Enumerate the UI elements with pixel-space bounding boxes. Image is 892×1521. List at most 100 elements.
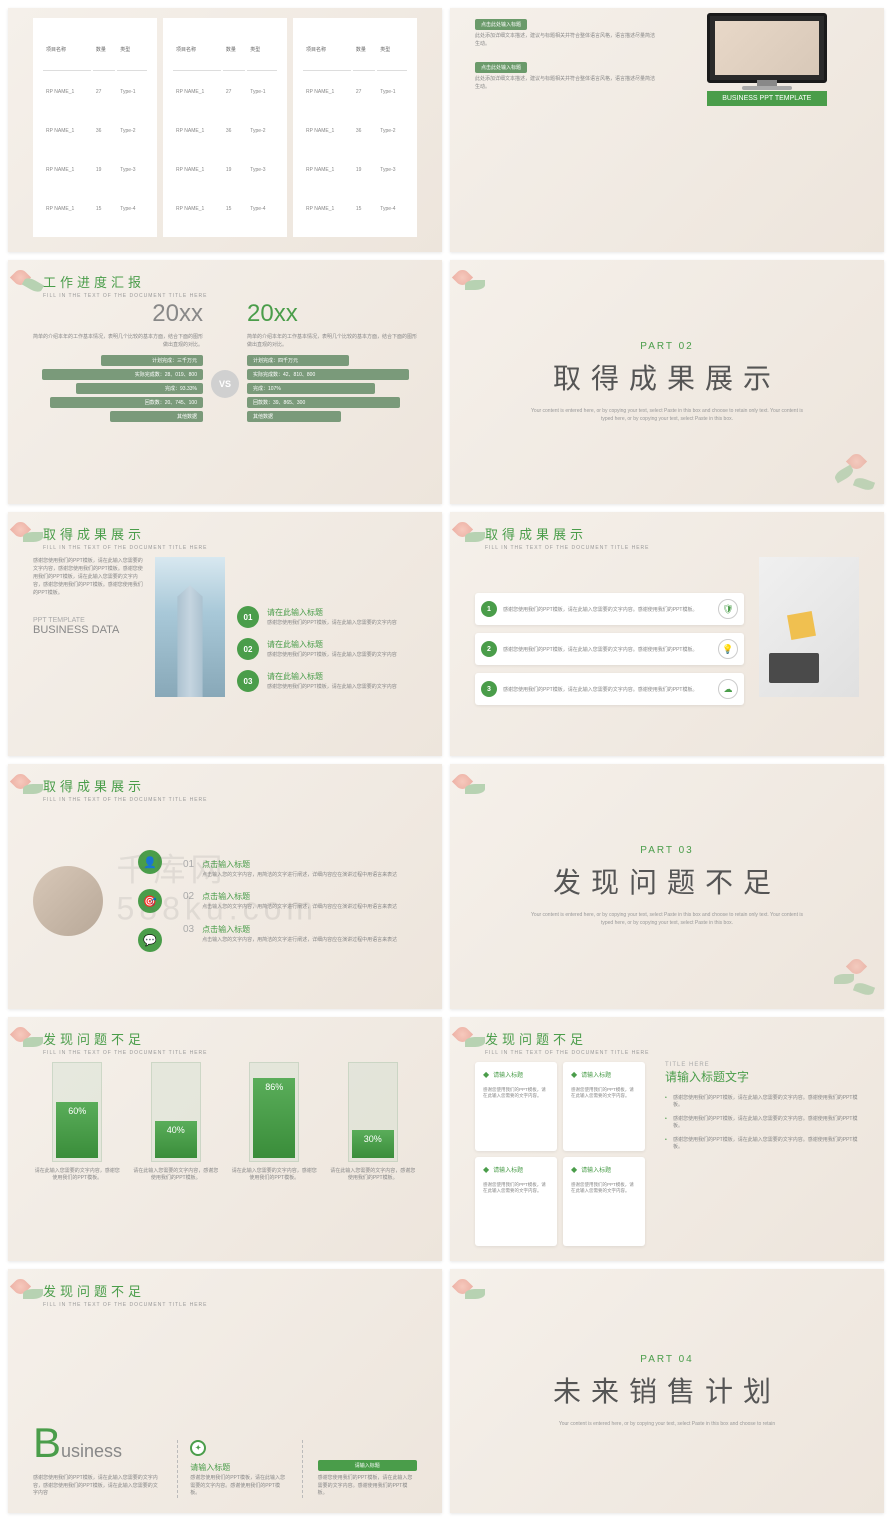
desc-l: 简单的介绍本年的工作基本情况，表明几个比较的基本方面，结合下面的图形做出直观的对…: [33, 334, 203, 349]
col2-icon: ✦: [190, 1440, 206, 1456]
stat-bar: 其他数据: [247, 411, 341, 422]
card-icon: ◆: [571, 1070, 577, 1079]
grid-card: ◆请输入标题感谢您使用我们的PPT模板，请在此输入您需要的文字内容。: [563, 1157, 645, 1246]
item-title: 请在此输入标题: [267, 671, 397, 682]
card-icon: 🛡: [718, 599, 738, 619]
bar-fill: 86%: [253, 1078, 295, 1157]
slide-barchart: 发现问题不足 FILL IN THE TEXT OF THE DOCUMENT …: [8, 1017, 442, 1261]
desc-r: 简单的介绍本年的工作基本情况，表明几个比较的基本方面，结合下面的图形做出直观的对…: [247, 334, 417, 349]
card-desc: 感谢您使用我们的PPT模板，请在此输入您需要的文字内容。感谢使用我们的PPT模板…: [503, 607, 712, 615]
col3-pill: 请输入标题: [318, 1460, 417, 1471]
feature-icon: 🎯: [138, 889, 162, 913]
bar-label: 请在此输入您需要的文字内容，感谢您使用我们的PPT模板。: [33, 1168, 122, 1182]
item-desc: 点击输入您的文字内容，用简洁的文字进行阐述，详细内容应在演讲过程中用语言来表达: [202, 872, 397, 880]
stat-bar: 完成：107%: [247, 383, 375, 394]
card-desc: 感谢您使用我们的PPT模板，请在此输入您需要的文字内容。感谢使用我们的PPT模板…: [503, 647, 712, 655]
slide-building: 取得成果展示 FILL IN THE TEXT OF THE DOCUMENT …: [8, 512, 442, 756]
slide-title: 取得成果展示: [43, 524, 208, 543]
grid-card: ◆请输入标题感谢您使用我们的PPT模板，请在此输入您需要的文字内容。: [475, 1062, 557, 1151]
slide-title: 工作进度汇报: [43, 272, 208, 291]
slide-monitor: 点击此处输入标题 此处添加详细文本描述，建议与标题相关并符合整体语言风格，语言描…: [450, 8, 884, 252]
num-badge: 03: [237, 670, 259, 692]
item-title: 请在此输入标题: [267, 639, 397, 650]
slide-title: 发现问题不足: [485, 1029, 650, 1048]
year-left: 20xx: [33, 300, 203, 328]
feature-icon: 👤: [138, 850, 162, 874]
item-desc: 感谢您使用我们的PPT模板，请在此输入您需要的文字内容: [267, 652, 397, 660]
bullet-item: •感谢您使用我们的PPT模板，请在此输入您需要的文字内容。感谢使用我们的PPT模…: [665, 1116, 859, 1131]
card-title: 请输入标题: [581, 1165, 611, 1174]
slide-icons: 取得成果展示 FILL IN THE TEXT OF THE DOCUMENT …: [8, 764, 442, 1008]
slide-title: 取得成果展示: [485, 524, 650, 543]
bar-frame: 86%: [249, 1062, 299, 1162]
bar-label: 请在此输入您需要的文字内容，感谢您使用我们的PPT模板。: [329, 1168, 418, 1182]
feature-icon: 💬: [138, 928, 162, 952]
item-title: 点击输入标题: [202, 859, 397, 870]
circle-photo: [33, 866, 103, 936]
part-desc: Your content is entered here, or by copy…: [527, 911, 807, 927]
bar-fill: 60%: [56, 1102, 98, 1157]
stat-bar: 实际完成数：42、810、800: [247, 369, 409, 380]
info-card: 2感谢您使用我们的PPT模板，请在此输入您需要的文字内容。感谢使用我们的PPT模…: [475, 633, 744, 665]
card-title: 请输入标题: [493, 1165, 523, 1174]
card-desc: 感谢您使用我们的PPT模板，请在此输入您需要的文字内容。: [483, 1182, 549, 1196]
mini-table: 项目名称数量类型RP NAME_127Type-1RP NAME_136Type…: [293, 18, 417, 237]
part-title: 发现问题不足: [553, 861, 781, 901]
left-desc: 感谢您使用我们的PPT模板，请在此输入您需要的文字内容，感谢您使用我们的PPT模…: [33, 557, 143, 597]
bar-column: 60% 请在此输入您需要的文字内容，感谢您使用我们的PPT模板。: [33, 1062, 122, 1182]
part-title: 取得成果展示: [553, 357, 781, 397]
desc-2: 此处添加详细文本描述，建议与标题相关并符合整体语言风格，语言描述尽量简洁生动。: [475, 76, 660, 91]
card-title: 请输入标题: [493, 1070, 523, 1079]
stat-bar: 回款数：39、865、300: [247, 397, 400, 408]
item-desc: 感谢您使用我们的PPT模板，请在此输入您需要的文字内容: [267, 684, 397, 692]
card-desc: 感谢您使用我们的PPT模板，请在此输入您需要的文字内容。感谢使用我们的PPT模板…: [503, 687, 712, 695]
part-desc: Your content is entered here, or by copy…: [527, 407, 807, 423]
slide-grid4: 发现问题不足 FILL IN THE TEXT OF THE DOCUMENT …: [450, 1017, 884, 1261]
stat-bar: 计划完成：三千万元: [101, 355, 203, 366]
big-b: B: [33, 1419, 61, 1467]
desk-photo: [759, 557, 859, 697]
vs-badge: VS: [211, 370, 239, 398]
item-title: 点击输入标题: [202, 891, 397, 902]
stat-bar: 计划完成：四千万元: [247, 355, 349, 366]
num-badge: 1: [481, 601, 497, 617]
big-rest: usiness: [61, 1441, 122, 1462]
slide-title: 取得成果展示: [43, 776, 208, 795]
section-part02: PART 02 取得成果展示 Your content is entered h…: [450, 260, 884, 504]
card-icon: ◆: [483, 1165, 489, 1174]
card-desc: 感谢您使用我们的PPT模板，请在此输入您需要的文字内容。: [483, 1087, 549, 1101]
bar-column: 86% 请在此输入您需要的文字内容，感谢您使用我们的PPT模板。: [230, 1062, 319, 1182]
year-right: 20xx: [247, 300, 417, 328]
item-desc: 点击输入您的文字内容，用简洁的文字进行阐述，详细内容应在演讲过程中用语言来表达: [202, 904, 397, 912]
section-part04: PART 04 未来销售计划 Your content is entered h…: [450, 1269, 884, 1513]
tmpl-label: PPT TEMPLATE: [33, 617, 143, 624]
stat-bar: 完成：93.33%: [76, 383, 204, 394]
bar-column: 30%请在此输入您需要的文字内容，感谢您使用我们的PPT模板。: [329, 1062, 418, 1182]
grid-card: ◆请输入标题感谢您使用我们的PPT模板，请在此输入您需要的文字内容。: [563, 1062, 645, 1151]
item-num: 03: [183, 924, 194, 945]
grid-card: ◆ 请输入标题感谢您使用我们的PPT模板，请在此输入您需要的文字内容。: [475, 1157, 557, 1246]
stat-bar: 实际完成数：28、019、800: [42, 369, 204, 380]
bar-frame: 60%: [52, 1062, 102, 1162]
bar-fill: 40%: [155, 1121, 197, 1158]
card-icon: 💡: [718, 639, 738, 659]
monitor-image: [707, 13, 827, 83]
part-label: PART 03: [640, 845, 693, 856]
slide-sub: FILL IN THE TEXT OF THE DOCUMENT TITLE H…: [43, 797, 208, 803]
col2-desc: 感谢您使用我们的PPT模板，请在此输入您需要的文字内容。感谢使用我们的PPT模板…: [190, 1475, 289, 1498]
bar-label: 请在此输入您需要的文字内容，感谢您使用我们的PPT模板。: [230, 1168, 319, 1182]
item-title: 点击输入标题: [202, 924, 397, 935]
item-title: 请在此输入标题: [267, 607, 397, 618]
slide-title: 发现问题不足: [43, 1281, 208, 1300]
slide-vs: 工作进度汇报 FILL IN THE TEXT OF THE DOCUMENT …: [8, 260, 442, 504]
item-num: 02: [183, 891, 194, 912]
pill-2: 点击此处输入标题: [475, 62, 527, 73]
card-icon: ◆: [571, 1165, 577, 1174]
slide-cards: 取得成果展示 FILL IN THE TEXT OF THE DOCUMENT …: [450, 512, 884, 756]
slide-sub: FILL IN THE TEXT OF THE DOCUMENT TITLE H…: [485, 1050, 650, 1056]
num-badge: 02: [237, 638, 259, 660]
stat-bar: 回款数：20、745、100: [50, 397, 203, 408]
slide-sub: FILL IN THE TEXT OF THE DOCUMENT TITLE H…: [43, 1302, 208, 1308]
left-desc: 感谢您使用我们的PPT模板，请在此输入您需要的文字内容，感谢您使用我们的PPT模…: [33, 1475, 162, 1498]
card-title: 请输入标题: [581, 1070, 611, 1079]
